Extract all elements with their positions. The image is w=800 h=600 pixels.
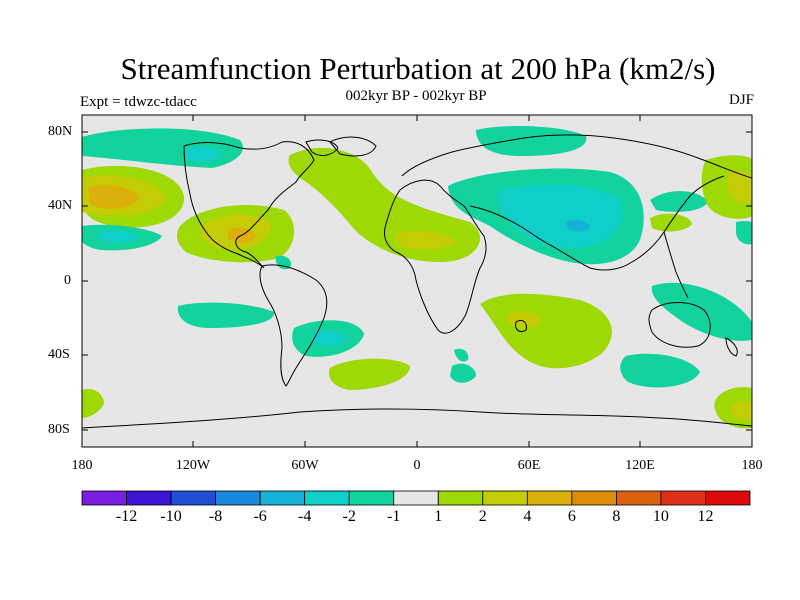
anomaly-region — [651, 282, 752, 341]
anomaly-region — [314, 330, 346, 347]
anomaly-region — [328, 358, 410, 390]
colorbar-swatch — [526, 490, 573, 506]
anomaly-region — [476, 126, 587, 156]
lon-label: 0 — [413, 458, 421, 473]
colorbar-swatch — [304, 490, 350, 506]
colorbar-label: -1 — [387, 508, 401, 525]
colorbar-swatch — [705, 490, 751, 506]
colorbar-label: -12 — [115, 508, 138, 525]
colorbar-label: 2 — [478, 508, 487, 525]
colorbar-swatch — [437, 490, 484, 506]
anomaly-region — [620, 353, 700, 388]
anomaly-region — [82, 388, 104, 418]
lon-label: 120E — [625, 458, 655, 473]
lon-label: 60W — [291, 458, 319, 473]
anomaly-region — [566, 220, 590, 232]
anomaly-region — [185, 146, 222, 163]
colorbar-label: -6 — [253, 508, 267, 525]
lon-label: 180 — [741, 458, 763, 473]
colorbar-label: 8 — [612, 508, 621, 525]
colorbar-label: -10 — [160, 508, 182, 525]
plot-subtitle: 002kyr BP - 002kyr BP — [345, 88, 487, 104]
colorbar-label: -4 — [297, 508, 312, 525]
colorbar-label: 10 — [652, 508, 669, 525]
colorbar-swatch — [660, 490, 706, 506]
plot-title: Streamfunction Perturbation at 200 hPa (… — [120, 51, 716, 86]
map-background — [82, 115, 752, 447]
season-label: DJF — [728, 92, 754, 108]
anomaly-region — [454, 348, 469, 362]
anomaly-region — [736, 221, 752, 245]
anomaly-region — [728, 171, 752, 204]
colorbar-swatch — [170, 490, 217, 506]
lon-label: 180 — [71, 458, 93, 473]
anomaly-region — [732, 401, 752, 421]
colorbar-swatch — [126, 490, 172, 506]
anomaly-region — [395, 231, 456, 250]
lat-label: 40N — [48, 198, 73, 213]
anomaly-region — [450, 363, 476, 383]
colorbar-label: 12 — [697, 508, 714, 525]
coastlines — [82, 134, 752, 429]
lat-ticks — [82, 131, 752, 431]
colorbar-label: 6 — [567, 508, 576, 525]
colorbar-swatch — [81, 490, 127, 506]
colorbar-swatch — [259, 490, 306, 506]
colorbar-swatch — [215, 490, 261, 506]
anomaly-region — [650, 191, 708, 212]
lat-label: 80S — [48, 422, 70, 437]
colorbar-swatch — [348, 490, 395, 506]
lat-label: 0 — [64, 273, 71, 288]
colorbar-swatch — [393, 490, 439, 506]
colorbar-label: -2 — [342, 508, 356, 525]
colorbar-label: 1 — [434, 508, 443, 525]
anomaly-region — [701, 155, 752, 219]
anomaly-region — [177, 302, 275, 328]
colorbar-swatch — [571, 490, 617, 506]
lon-label: 60E — [517, 458, 541, 473]
lon-label: 120W — [175, 458, 211, 473]
experiment-label: Expt = tdwzc-tdacc — [80, 94, 197, 110]
lat-label: 80N — [48, 124, 73, 139]
map-field — [82, 115, 752, 447]
lon-ticks — [192, 115, 641, 447]
colorbar-label: 4 — [523, 508, 532, 525]
colorbar-swatch — [482, 490, 528, 506]
anomaly-region — [650, 213, 692, 232]
colorbar-label: -8 — [208, 508, 223, 525]
lat-label: 40S — [48, 347, 70, 362]
colorbar — [81, 490, 751, 506]
anomaly-region — [508, 311, 542, 328]
colorbar-swatch — [616, 490, 662, 506]
anomaly-region — [88, 185, 140, 209]
anomaly-region — [100, 230, 138, 243]
